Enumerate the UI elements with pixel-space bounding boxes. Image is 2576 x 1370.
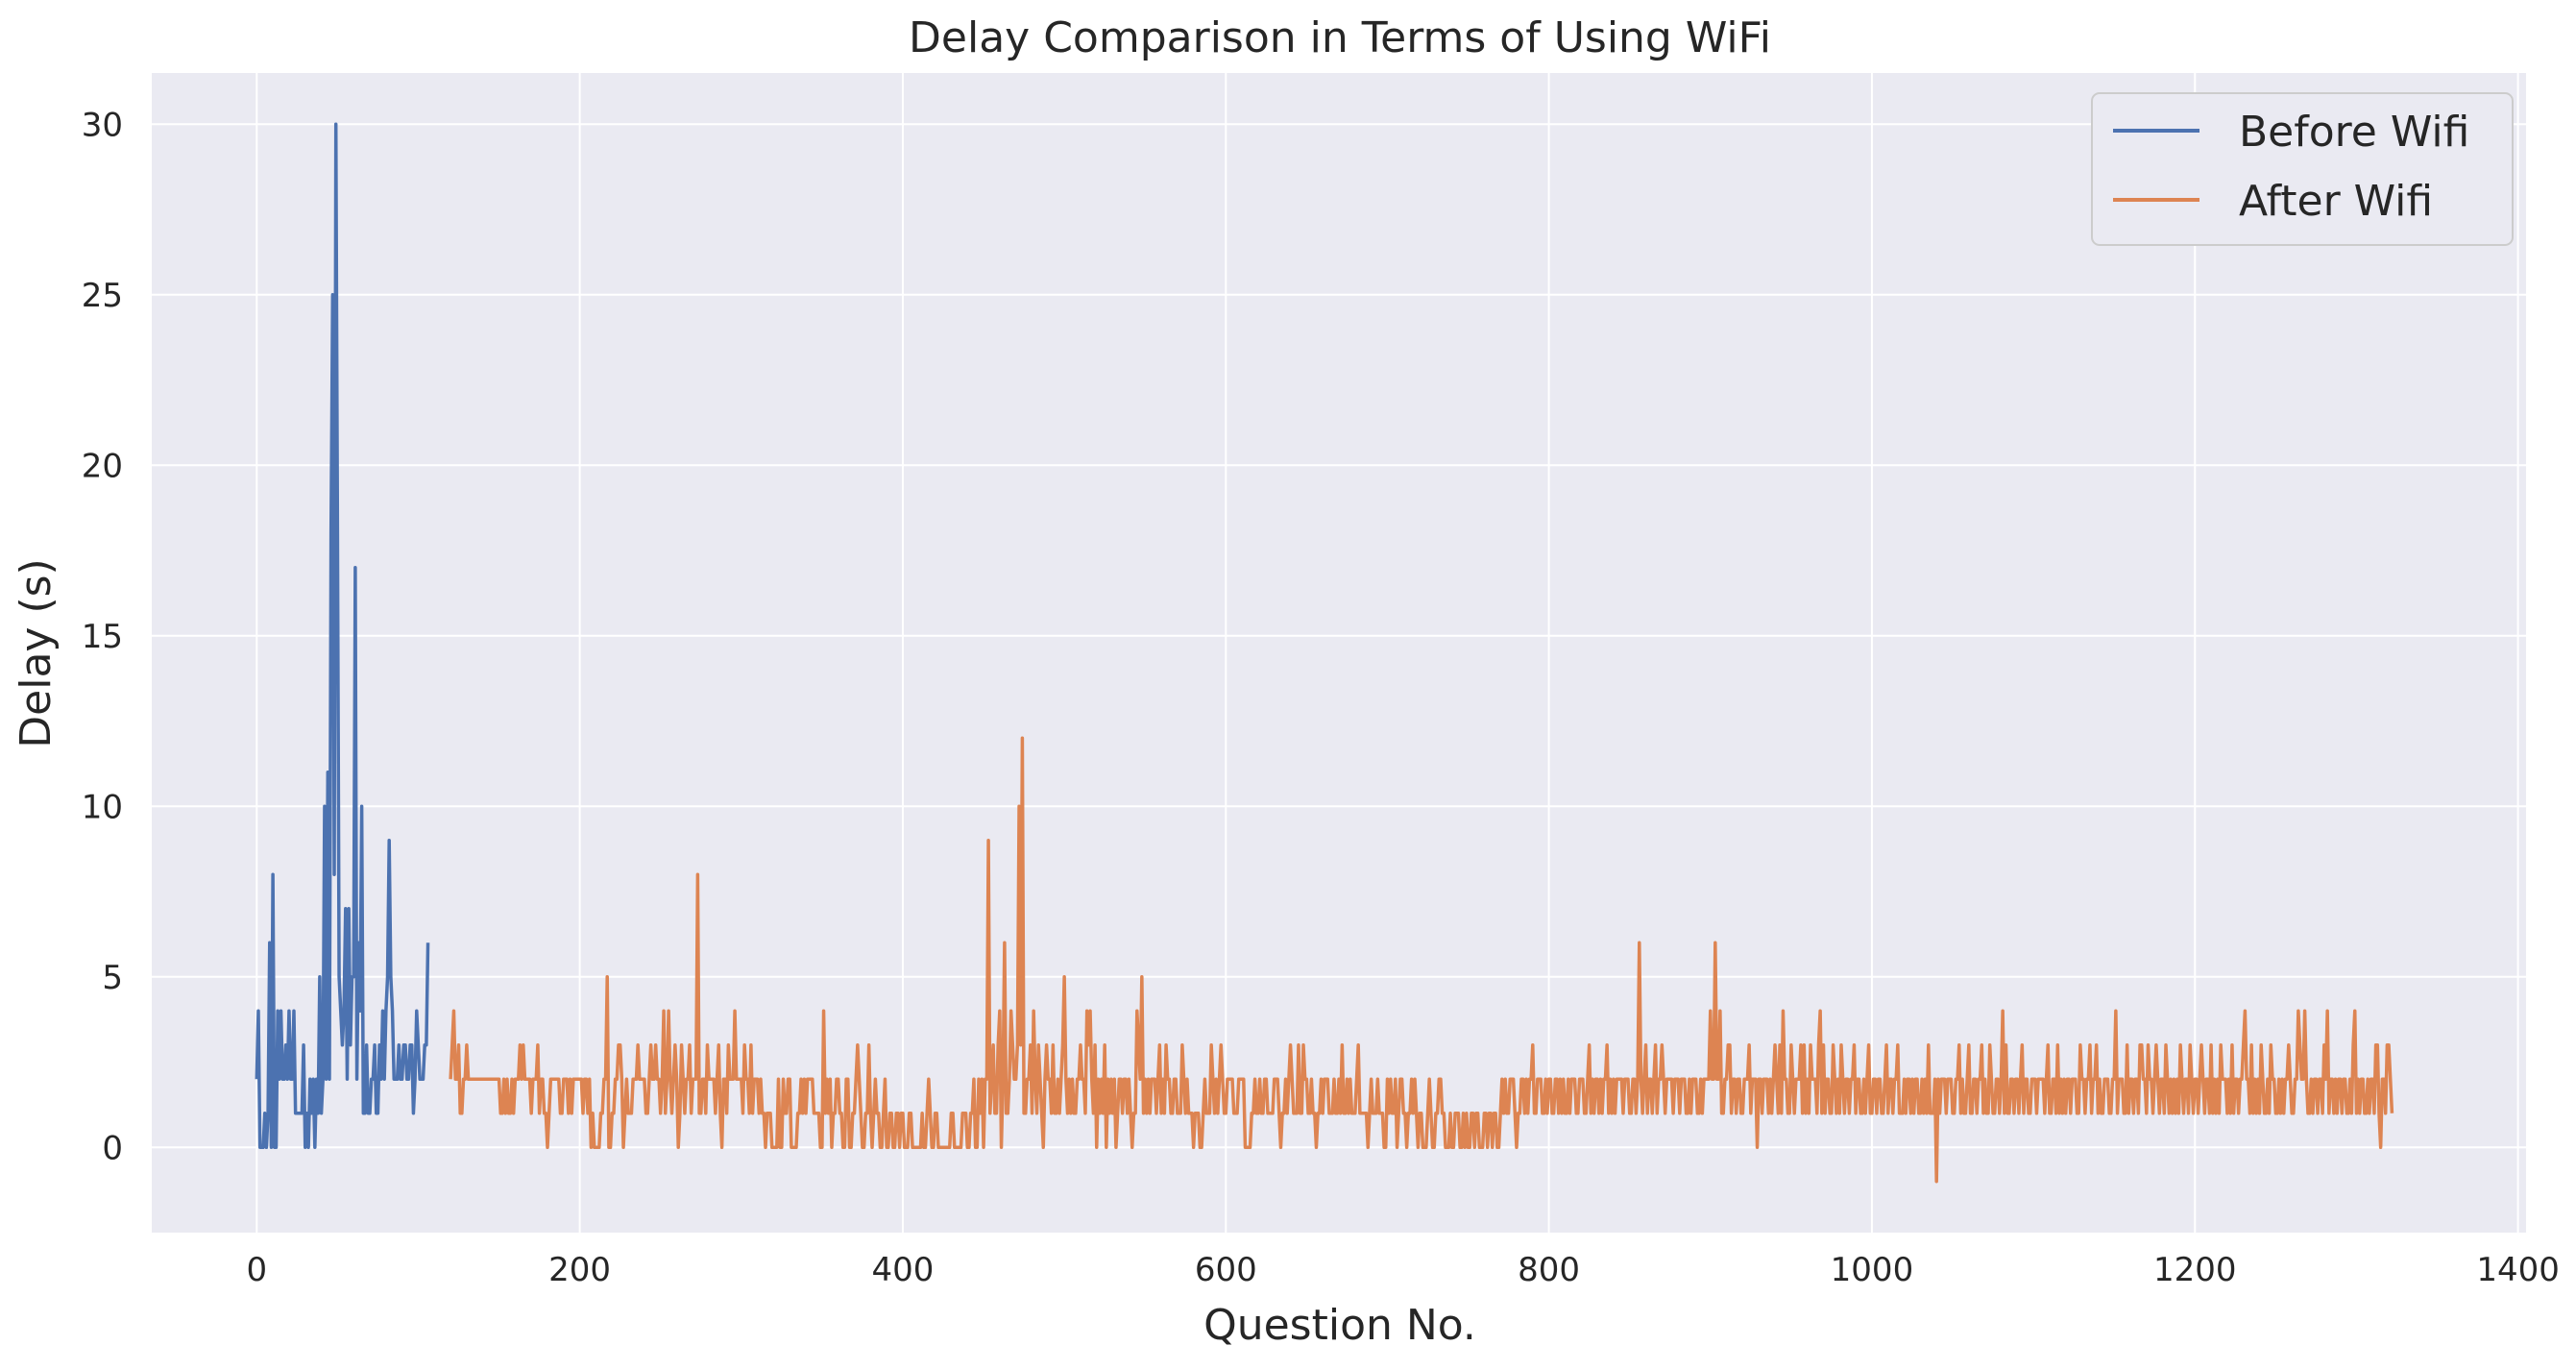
y-tick-label: 30 bbox=[82, 106, 123, 144]
series-layer bbox=[255, 122, 2394, 1184]
legend-label-before-wifi: Before Wifi bbox=[2239, 108, 2469, 157]
x-tick-label: 800 bbox=[1518, 1251, 1580, 1289]
y-tick-labels: 0 5 10 15 20 25 30 bbox=[82, 106, 123, 1167]
y-tick-label: 20 bbox=[82, 447, 123, 485]
x-tick-label: 1200 bbox=[2153, 1251, 2237, 1289]
x-axis-title: Question No. bbox=[1203, 1301, 1476, 1350]
x-tick-label: 600 bbox=[1195, 1251, 1257, 1289]
grid-lines bbox=[152, 73, 2526, 1233]
y-tick-label: 5 bbox=[102, 959, 123, 997]
x-tick-label: 200 bbox=[548, 1251, 611, 1289]
y-tick-label: 25 bbox=[82, 277, 123, 315]
series-line-after-wifi bbox=[449, 736, 2394, 1184]
series-line-before-wifi bbox=[255, 122, 430, 1149]
x-tick-label: 400 bbox=[872, 1251, 935, 1289]
legend-label-after-wifi: After Wifi bbox=[2239, 177, 2433, 226]
x-tick-label: 0 bbox=[246, 1251, 267, 1289]
y-axis-title: Delay (s) bbox=[12, 558, 61, 747]
x-tick-labels: 0 200 400 600 800 1000 1200 1400 bbox=[246, 1251, 2559, 1289]
x-tick-label: 1000 bbox=[1831, 1251, 1914, 1289]
y-tick-label: 10 bbox=[82, 788, 123, 826]
legend: Before Wifi After Wifi bbox=[2091, 92, 2514, 246]
y-tick-label: 15 bbox=[82, 618, 123, 656]
chart-title: Delay Comparison in Terms of Using WiFi bbox=[909, 13, 1771, 62]
x-tick-label: 1400 bbox=[2476, 1251, 2560, 1289]
y-tick-label: 0 bbox=[102, 1129, 123, 1167]
plot-background bbox=[152, 73, 2526, 1233]
